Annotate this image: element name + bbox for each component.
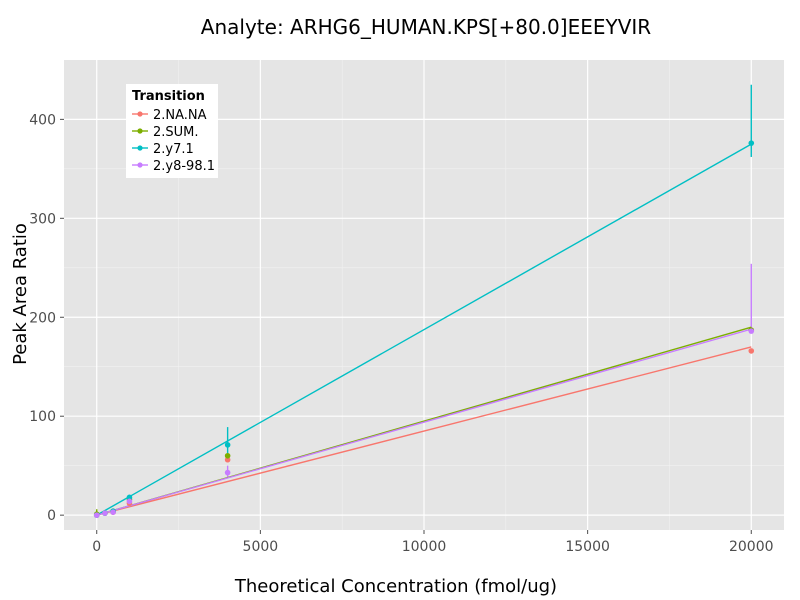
x-tick-label: 20000	[729, 539, 774, 555]
x-axis: 0 5000 10000 15000 20000	[92, 530, 774, 555]
x-tick-label: 0	[92, 539, 101, 555]
y-tick-label: 200	[29, 310, 56, 326]
data-points	[93, 140, 755, 518]
data-point	[748, 140, 755, 146]
data-point	[110, 509, 116, 515]
fit-line	[96, 346, 752, 516]
data-point	[224, 456, 231, 463]
legend: Transition 2.NA.NA 2.SUM. 2.y7.1 2.y8-98.1	[126, 84, 218, 178]
y-tick-label: 400	[29, 112, 56, 128]
x-axis-title: Theoretical Concentration (fmol/ug)	[234, 576, 557, 597]
legend-key-point	[137, 128, 143, 134]
legend-key-point	[137, 145, 143, 151]
data-point	[102, 510, 108, 516]
legend-label: 2.SUM.	[153, 125, 199, 140]
data-point	[748, 348, 755, 354]
legend-label: 2.y8-98.1	[153, 159, 215, 174]
data-point	[126, 494, 133, 501]
fit-lines	[96, 143, 752, 516]
data-point	[224, 452, 231, 459]
legend-title: Transition	[132, 89, 205, 104]
y-tick-label: 100	[29, 409, 56, 425]
fit-line	[96, 328, 752, 516]
data-point	[93, 512, 100, 518]
x-tick-label: 15000	[565, 539, 610, 555]
x-tick-label: 5000	[243, 539, 279, 555]
legend-label: 2.y7.1	[153, 142, 194, 157]
y-axis-title: Peak Area Ratio	[10, 223, 31, 365]
legend-key-point	[137, 162, 143, 168]
y-axis: 0 100 200 300 400	[29, 112, 64, 524]
legend-key-point	[137, 111, 143, 117]
data-point	[126, 498, 133, 505]
data-point	[224, 442, 231, 448]
data-point	[748, 328, 755, 334]
chart-title: Analyte: ARHG6_HUMAN.KPS[+80.0]EEEYVIR	[201, 15, 651, 39]
y-tick-label: 0	[47, 508, 56, 524]
data-point	[224, 469, 231, 476]
fit-line	[96, 143, 752, 516]
legend-label: 2.NA.NA	[153, 108, 207, 123]
x-tick-label: 10000	[402, 539, 447, 555]
y-tick-label: 300	[29, 211, 56, 227]
